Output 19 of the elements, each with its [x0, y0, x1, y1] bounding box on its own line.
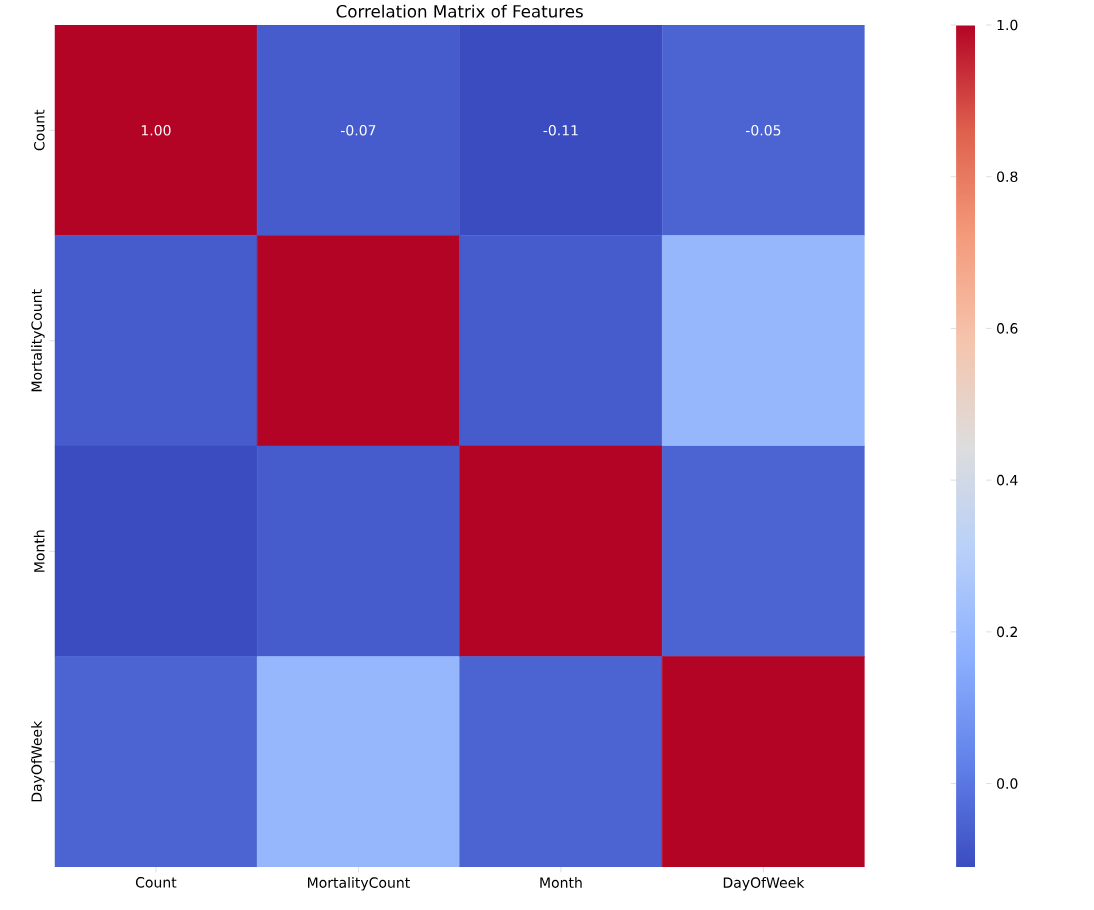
- color-bar-label: 0.4: [997, 474, 1018, 486]
- chart-title: Correlation Matrix of Features: [336, 4, 583, 18]
- color-bar-label: 0.8: [997, 171, 1018, 182]
- data-label: -0.11: [543, 124, 578, 136]
- y-tick-label: MortalityCount: [31, 289, 45, 392]
- y-tick-label: DayOfWeek: [31, 720, 45, 802]
- data-label: -0.07: [341, 124, 376, 136]
- color-bar-label: 0.6: [997, 323, 1018, 334]
- data-label: -0.05: [746, 124, 781, 136]
- y-tick-label: Month: [33, 530, 45, 572]
- color-bar-label: 0.0: [997, 778, 1018, 789]
- x-tick-label: Month: [540, 877, 582, 888]
- y-tick-label: Count: [34, 109, 45, 151]
- color-bar-label: 0.2: [997, 626, 1017, 638]
- x-tick-label: Count: [135, 877, 177, 888]
- color-bar-label: 1.0: [997, 19, 1018, 31]
- data-label: 1.00: [141, 124, 171, 136]
- x-tick-label: DayOfWeek: [723, 877, 805, 891]
- x-tick-label: MortalityCount: [308, 877, 410, 891]
